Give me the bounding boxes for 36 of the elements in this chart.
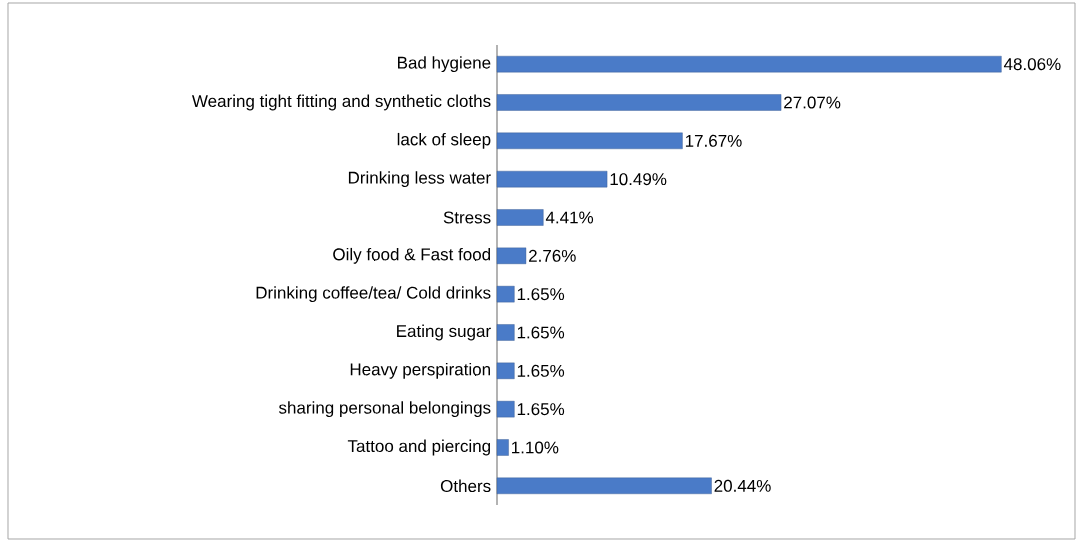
bar <box>496 400 515 418</box>
y-tick-label: Oily food & Fast food <box>333 247 491 264</box>
data-label: 1.65% <box>517 288 565 301</box>
bar <box>496 209 544 226</box>
bar <box>496 362 515 380</box>
data-label: 1.65% <box>517 364 565 377</box>
y-tick-label: Tattoo and piercing <box>347 439 491 456</box>
data-label: 1.65% <box>517 403 565 416</box>
data-label: 4.41% <box>545 211 594 224</box>
y-tick-label: Drinking coffee/tea/ Cold drinks <box>256 286 491 303</box>
y-tick-label: Bad hygiene <box>398 56 491 73</box>
data-label: 2.76% <box>529 249 576 262</box>
data-label: 48.06% <box>1003 58 1061 71</box>
bar <box>496 247 527 265</box>
bar <box>496 477 712 495</box>
bar <box>496 324 515 341</box>
y-tick-label: Drinking less water <box>348 171 491 188</box>
data-label: 1.65% <box>517 326 565 339</box>
y-tick-label: Eating sugar <box>397 324 491 341</box>
bar <box>496 132 683 150</box>
y-tick-label: lack of sleep <box>397 132 491 149</box>
bar <box>496 439 509 456</box>
bar <box>496 170 608 188</box>
y-tick-label: Others <box>440 479 491 493</box>
data-label: 10.49% <box>610 173 667 186</box>
data-label: 17.67% <box>685 134 742 147</box>
y-tick-label: Heavy perspiration <box>350 362 490 379</box>
data-label: 20.44% <box>714 479 771 492</box>
y-tick-label: Stress <box>443 211 491 224</box>
data-label: 1.10% <box>512 441 559 454</box>
y-tick-label: sharing personal belongings <box>278 401 491 418</box>
bar <box>496 55 1002 73</box>
bar <box>496 94 782 111</box>
y-tick-label: Wearing tight fitting and synthetic cloths <box>191 94 491 111</box>
bar <box>496 285 515 303</box>
data-label: 27.07% <box>784 96 841 109</box>
